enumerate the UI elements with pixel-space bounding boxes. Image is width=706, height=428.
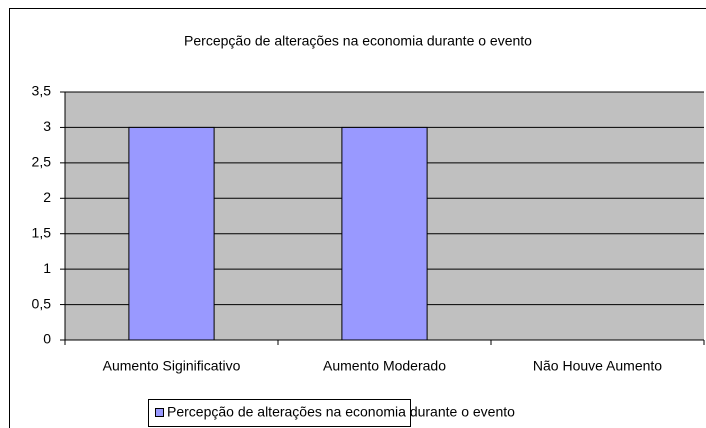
y-tick-label: 1 <box>43 260 51 276</box>
bar <box>341 126 428 341</box>
legend-swatch <box>155 408 164 417</box>
x-tick-label: Aumento Moderado <box>323 358 446 374</box>
legend-label: Percepção de alterações na economia dura… <box>167 404 515 420</box>
y-tick-label: 3 <box>43 118 51 134</box>
y-tick-label: 3,5 <box>32 83 52 99</box>
x-tick-label: Aumento Siginificativo <box>103 358 241 374</box>
y-tick-label: 2,5 <box>32 154 52 170</box>
bar <box>128 126 215 341</box>
legend-box <box>148 399 411 427</box>
y-tick-label: 0,5 <box>32 295 52 311</box>
chart-title: Percepção de alterações na economia dura… <box>184 33 532 49</box>
y-tick-label: 2 <box>43 189 51 205</box>
y-tick-label: 1,5 <box>32 224 52 240</box>
x-tick-label: Não Houve Aumento <box>533 358 662 374</box>
y-tick-label: 0 <box>43 331 51 347</box>
